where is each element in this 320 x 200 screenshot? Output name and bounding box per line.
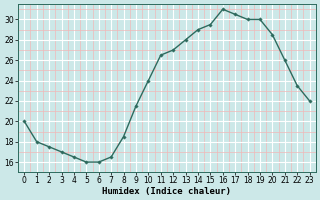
X-axis label: Humidex (Indice chaleur): Humidex (Indice chaleur)	[102, 187, 231, 196]
